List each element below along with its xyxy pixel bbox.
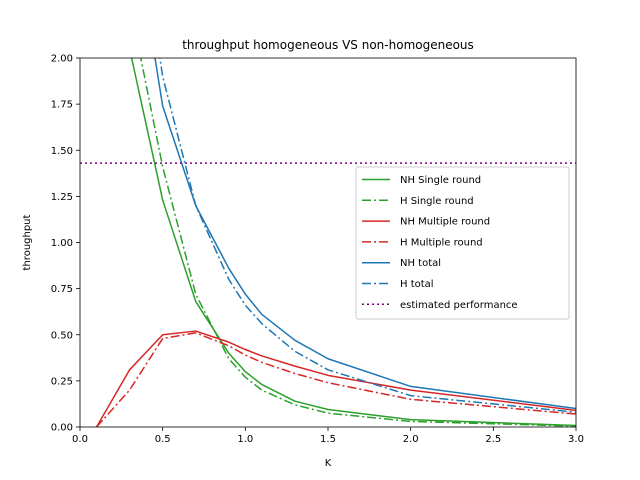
series-line-3 <box>95 332 576 427</box>
ticks-layer: 0.0 0.5 1.0 1.5 2.0 2.5 3.0 0.00 0.25 0.50 0.75 1.0… <box>51 54 584 446</box>
y-tick-label: 0.50 <box>51 330 73 341</box>
y-tick-label: 1.25 <box>51 192 73 203</box>
legend-label: H Multiple round <box>400 237 483 248</box>
legend-box <box>355 166 570 320</box>
y-axis-label: throughput <box>22 214 33 270</box>
y-tick-label: 0.25 <box>51 376 73 387</box>
x-tick-label: 1.5 <box>320 434 336 445</box>
legend: NH Single round H Single round NH Multiple… <box>355 166 570 320</box>
x-tick-label: 0.0 <box>72 434 88 445</box>
series-line-5 <box>159 58 576 413</box>
y-tick-label: 2.00 <box>51 54 73 65</box>
legend-label: NH total <box>400 258 441 269</box>
legend-label: H total <box>400 279 434 290</box>
legend-label: NH Multiple round <box>400 217 490 228</box>
x-tick-label: 3.0 <box>568 434 584 445</box>
series-line-4 <box>154 58 576 410</box>
chart-title: throughput homogeneous VS non-homogeneou… <box>182 38 474 52</box>
y-tick-label: 0.00 <box>51 423 73 434</box>
y-tick-label: 1.00 <box>51 238 73 249</box>
legend-label: estimated performance <box>400 300 518 311</box>
x-tick-label: 0.5 <box>155 434 171 445</box>
series-layer <box>80 58 576 427</box>
x-tick-label: 2.5 <box>485 434 501 445</box>
y-tick-label: 1.50 <box>51 146 73 157</box>
x-axis-label: K <box>325 458 332 469</box>
series-line-1 <box>139 58 576 427</box>
y-tick-label: 0.75 <box>51 284 73 295</box>
legend-label: H Single round <box>400 196 474 207</box>
x-tick-label: 2.0 <box>403 434 419 445</box>
series-line-0 <box>130 58 576 427</box>
y-tick-label: 1.75 <box>51 100 73 111</box>
series-line-2 <box>95 330 576 427</box>
x-tick-label: 1.0 <box>237 434 253 445</box>
legend-label: NH Single round <box>400 175 481 186</box>
